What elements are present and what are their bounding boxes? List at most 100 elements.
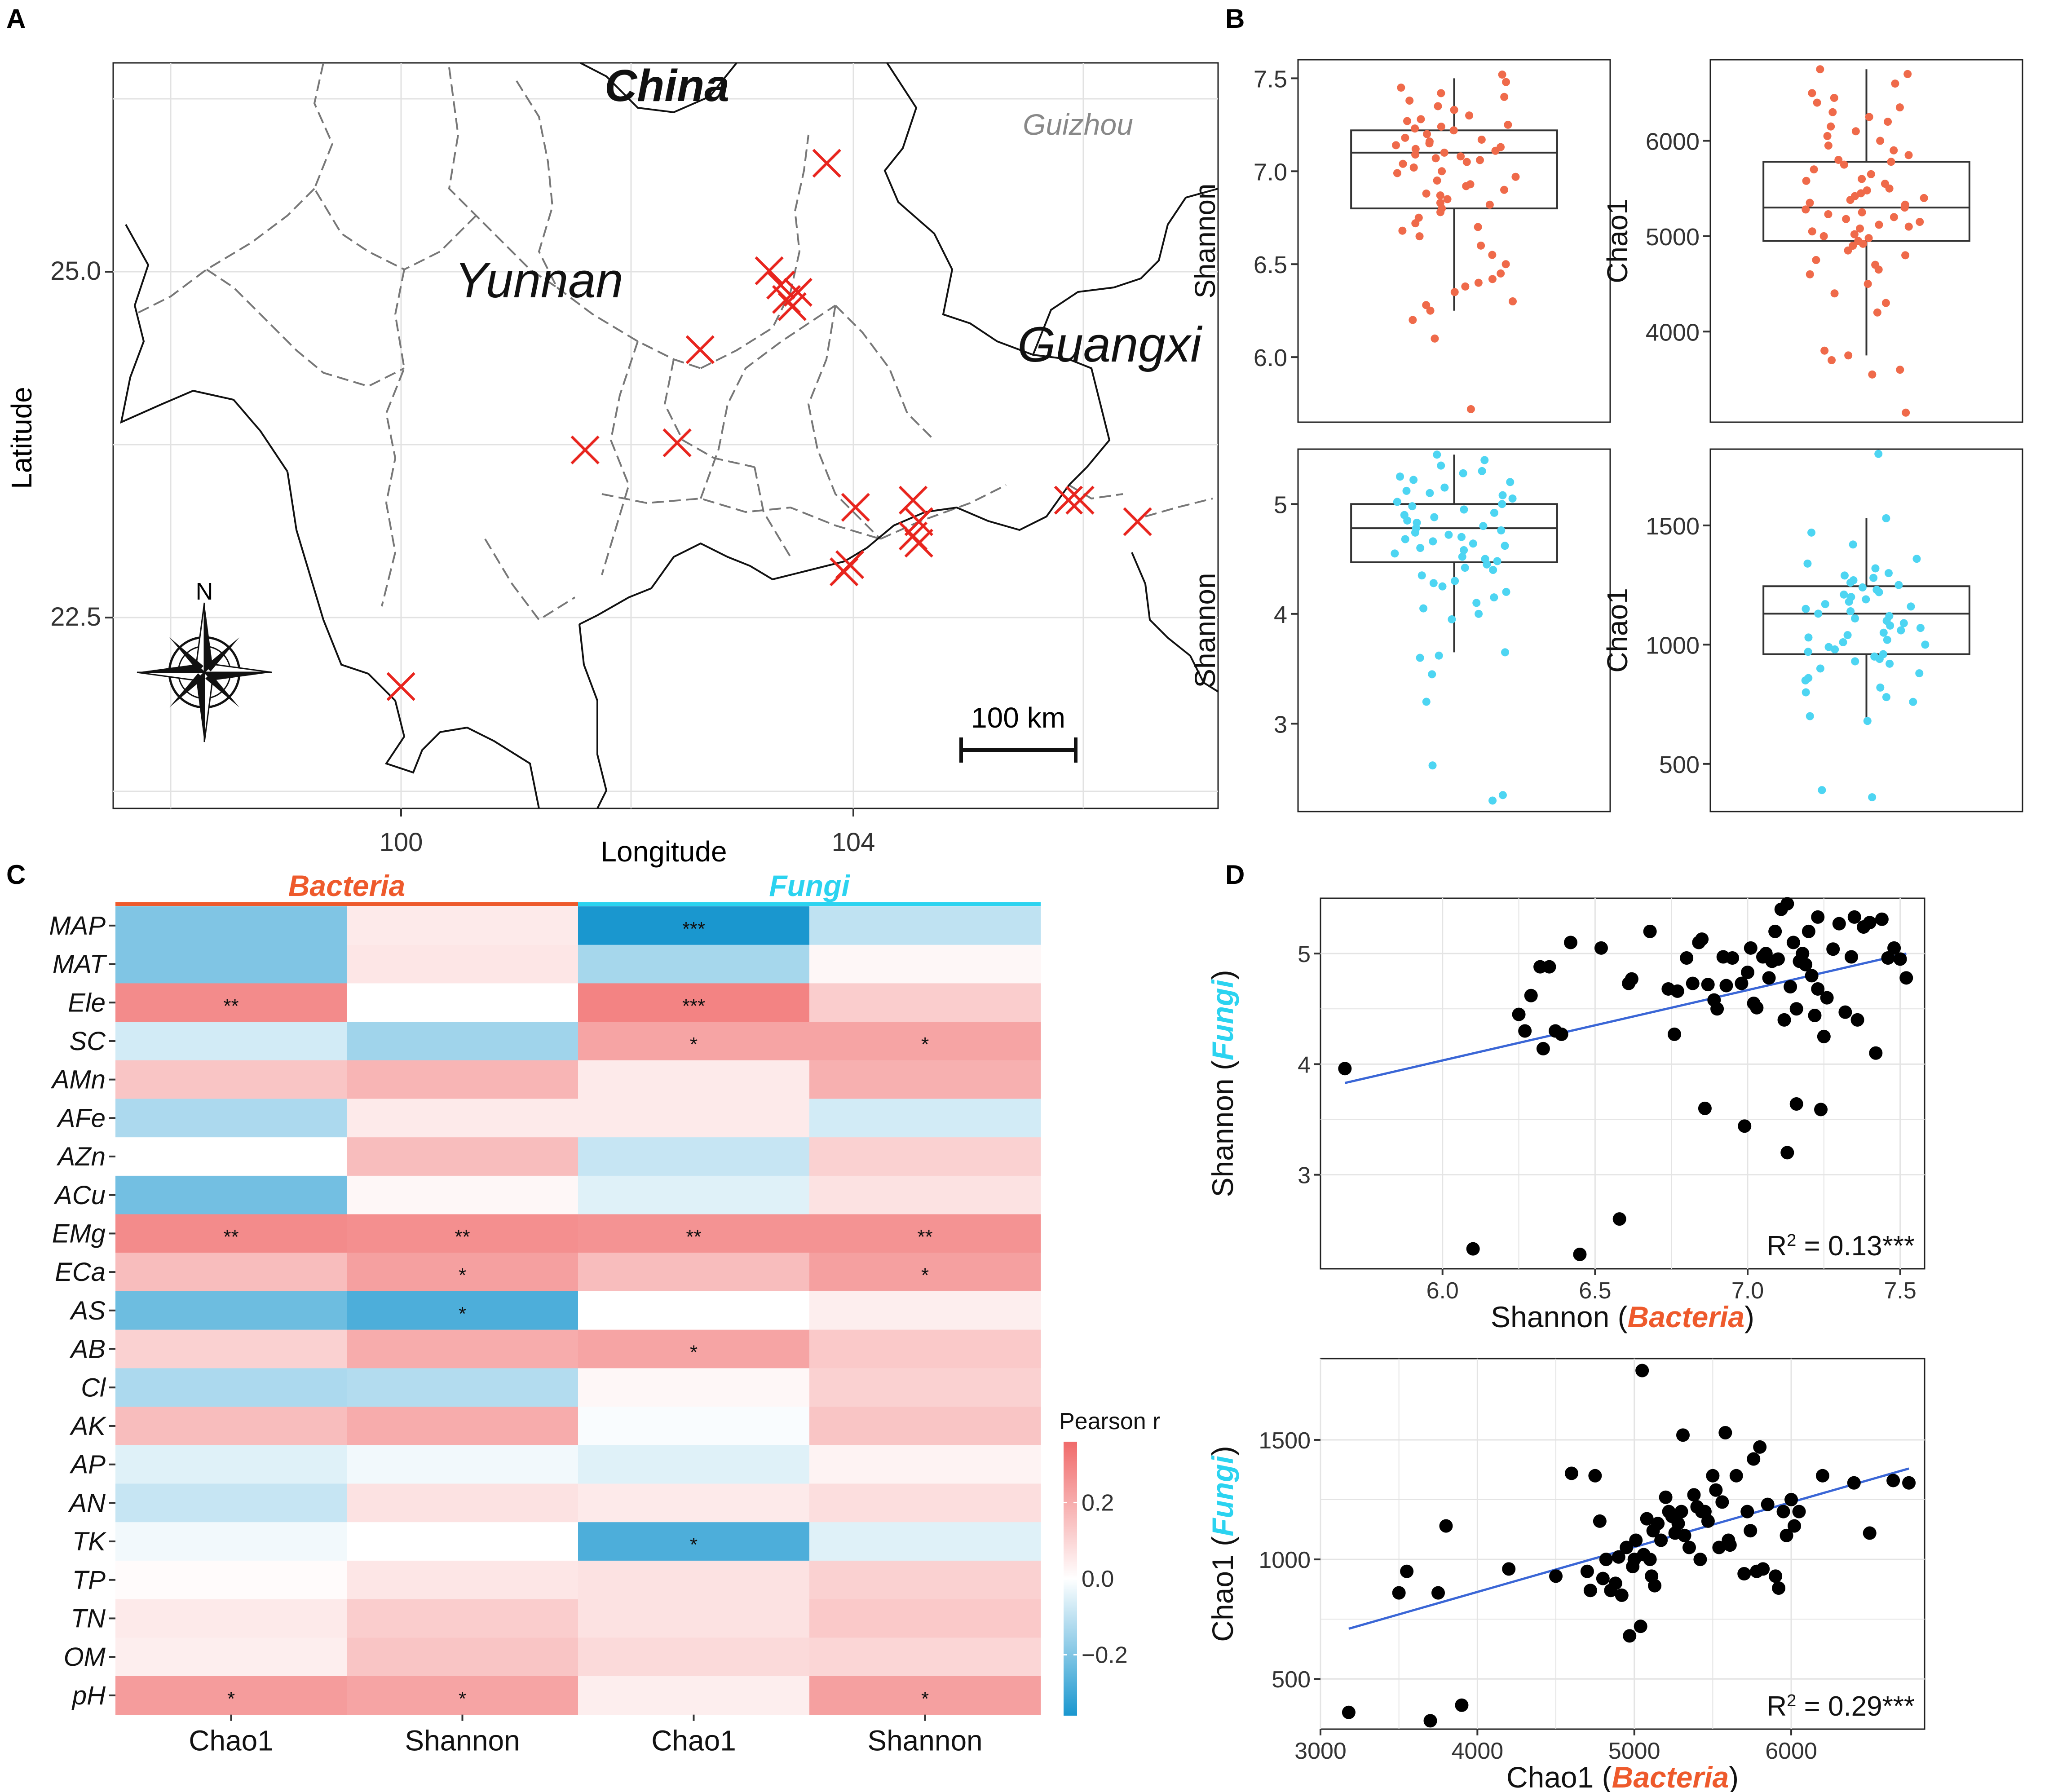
data-point bbox=[1789, 1002, 1803, 1016]
data-point bbox=[1881, 299, 1890, 307]
heatmap-cell bbox=[578, 1407, 810, 1446]
significance-mark: * bbox=[921, 1688, 929, 1710]
data-point bbox=[1821, 600, 1829, 609]
x-axis-label-group: Bacteria bbox=[1628, 1300, 1745, 1333]
data-point bbox=[1840, 160, 1848, 169]
y-axis-label-group: Fungi bbox=[1206, 979, 1239, 1060]
data-point bbox=[1431, 1586, 1445, 1600]
data-point bbox=[1680, 951, 1694, 965]
data-point bbox=[1449, 126, 1458, 135]
data-point bbox=[1594, 941, 1608, 955]
heatmap-cell bbox=[347, 1522, 578, 1561]
row-label: Cl bbox=[81, 1373, 106, 1402]
data-point bbox=[1719, 979, 1733, 993]
heatmap-cell bbox=[115, 1214, 347, 1253]
heatmap-cell bbox=[347, 1137, 578, 1176]
data-point bbox=[1887, 941, 1901, 955]
heatmap-cell bbox=[347, 1445, 578, 1484]
data-point bbox=[1588, 1469, 1602, 1483]
data-point bbox=[1434, 102, 1442, 110]
data-point bbox=[1900, 203, 1909, 212]
heatmap-cell bbox=[115, 1368, 347, 1407]
heatmap-cell bbox=[809, 1407, 1041, 1446]
data-point bbox=[1826, 942, 1840, 956]
heatmap-cell bbox=[347, 1099, 578, 1138]
heatmap-cell bbox=[347, 1175, 578, 1215]
data-point bbox=[1402, 486, 1411, 495]
data-point bbox=[1429, 579, 1438, 587]
y-axis-label: Shannon (Fungi) bbox=[1206, 970, 1239, 1197]
cross-marker-stroke bbox=[386, 672, 415, 701]
heatmap-cell bbox=[578, 1214, 810, 1253]
data-point bbox=[1768, 924, 1782, 938]
data-point bbox=[1817, 1029, 1831, 1043]
cross-marker-icon bbox=[841, 493, 870, 522]
cross-marker-icon bbox=[570, 435, 600, 465]
data-point bbox=[1634, 1620, 1647, 1633]
data-point bbox=[1789, 1097, 1803, 1111]
data-point bbox=[1909, 697, 1917, 706]
data-point bbox=[1796, 947, 1810, 961]
data-point bbox=[1549, 1569, 1563, 1583]
data-point bbox=[1393, 498, 1401, 506]
cross-marker-stroke bbox=[904, 507, 933, 536]
data-point bbox=[1640, 1512, 1654, 1526]
data-point bbox=[1792, 1505, 1806, 1518]
y-axis-label: Shannon bbox=[1189, 183, 1221, 298]
x-axis-label: Shannon (Bacteria) bbox=[1491, 1300, 1754, 1333]
data-point bbox=[1451, 577, 1459, 585]
row-label: AN bbox=[68, 1488, 106, 1518]
data-point bbox=[1488, 251, 1497, 259]
data-point bbox=[1485, 200, 1494, 209]
data-point bbox=[1806, 712, 1814, 720]
data-point bbox=[1899, 971, 1913, 985]
data-point bbox=[1620, 1540, 1634, 1554]
data-point bbox=[1518, 1024, 1532, 1038]
data-point bbox=[1857, 189, 1865, 198]
cross-marker-stroke bbox=[570, 435, 600, 465]
data-point bbox=[1862, 595, 1870, 604]
data-point bbox=[1729, 1469, 1743, 1483]
data-point bbox=[1780, 1528, 1793, 1542]
data-point bbox=[1882, 514, 1890, 522]
data-point bbox=[1902, 408, 1910, 417]
y-tick-label: 7.5 bbox=[1254, 66, 1287, 93]
data-point bbox=[1712, 1540, 1726, 1554]
data-point bbox=[1392, 141, 1400, 150]
data-point bbox=[1803, 559, 1812, 568]
row-label: EMg bbox=[52, 1219, 106, 1248]
y-tick-label: 1000 bbox=[1646, 632, 1700, 659]
data-point bbox=[1874, 450, 1883, 458]
data-point bbox=[1819, 232, 1828, 240]
heatmap-cell bbox=[347, 945, 578, 984]
data-point bbox=[1873, 308, 1881, 317]
heatmap-cell bbox=[115, 1407, 347, 1446]
data-point bbox=[1830, 289, 1839, 298]
scale-label: 100 km bbox=[971, 702, 1065, 734]
data-point bbox=[1894, 581, 1903, 589]
data-point bbox=[1859, 239, 1867, 248]
row-label: MAT bbox=[53, 950, 107, 979]
heatmap-cell bbox=[347, 1291, 578, 1330]
data-point bbox=[1623, 1629, 1637, 1643]
heatmap-cell bbox=[809, 1599, 1041, 1638]
data-point bbox=[1678, 1528, 1691, 1542]
data-point bbox=[1701, 978, 1715, 992]
data-point bbox=[1802, 605, 1810, 613]
data-point bbox=[1686, 976, 1700, 990]
heatmap-cell bbox=[115, 1560, 347, 1600]
data-point bbox=[1718, 1426, 1732, 1439]
data-point bbox=[1457, 533, 1466, 541]
data-point bbox=[1593, 1514, 1607, 1528]
data-point bbox=[1802, 688, 1810, 697]
y-axis-label: Chao1 bbox=[1601, 199, 1634, 283]
x-axis-label-suffix: ) bbox=[1729, 1761, 1739, 1792]
heatmap-cell bbox=[809, 1099, 1041, 1138]
row-label: AB bbox=[70, 1335, 106, 1364]
cross-marker-icon bbox=[1065, 486, 1095, 515]
data-point bbox=[1807, 528, 1816, 537]
x-axis-label-suffix: ) bbox=[1744, 1300, 1754, 1333]
data-point bbox=[1863, 916, 1877, 930]
data-point bbox=[1847, 910, 1861, 924]
